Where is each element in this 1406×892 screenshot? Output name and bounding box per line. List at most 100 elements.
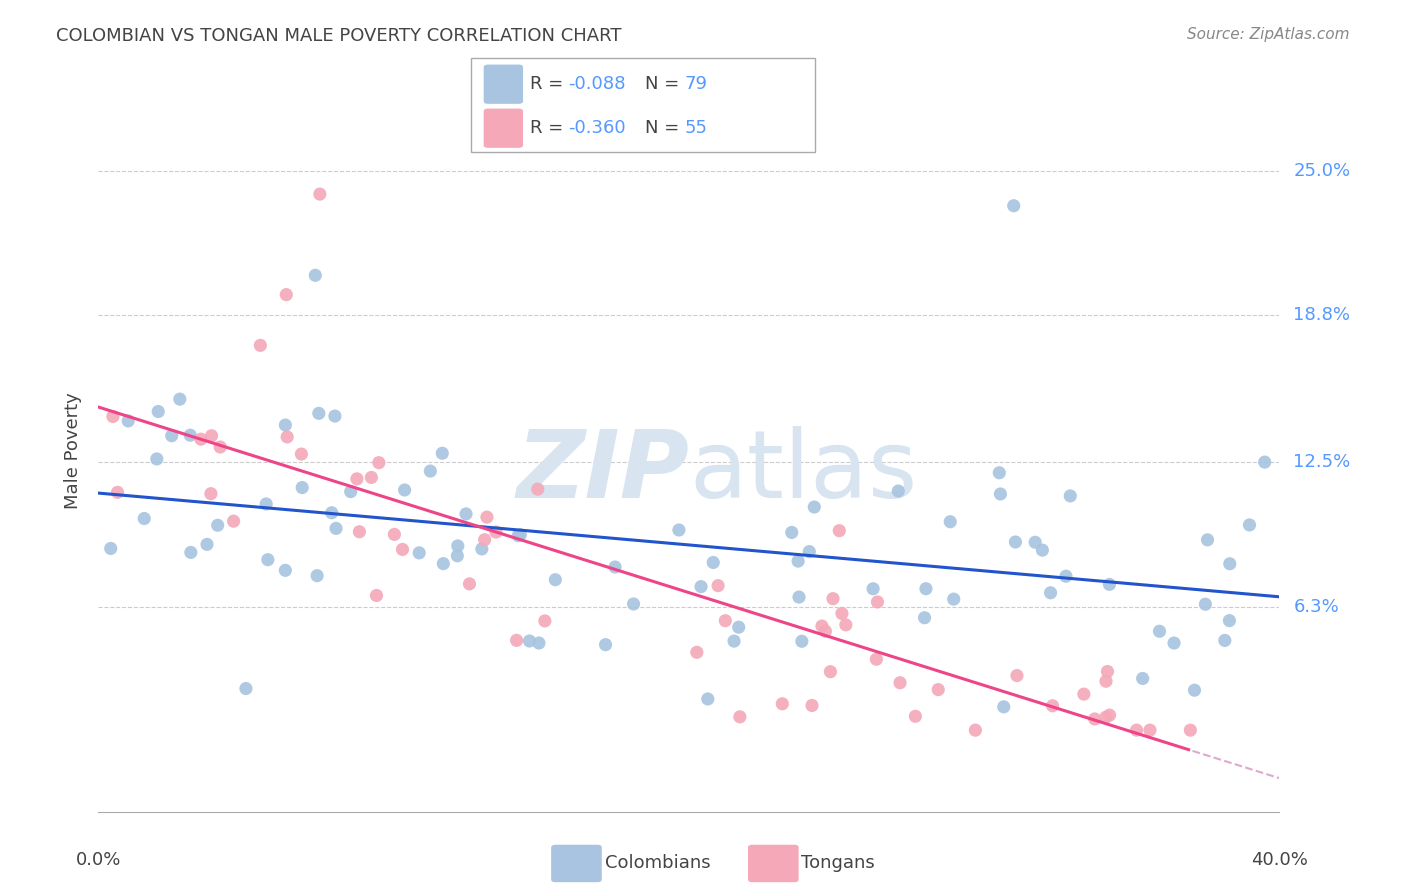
Point <box>471 541 494 556</box>
Point <box>1213 633 1236 648</box>
Point <box>325 521 347 535</box>
Point <box>207 518 229 533</box>
Point <box>603 560 626 574</box>
Point <box>811 619 834 633</box>
Point <box>993 699 1015 714</box>
Point <box>366 589 388 603</box>
Point <box>474 533 496 547</box>
Point <box>790 634 813 648</box>
Point <box>195 537 218 551</box>
Point <box>447 539 470 553</box>
Point <box>419 464 441 478</box>
Point <box>1219 557 1241 571</box>
Point <box>190 432 212 446</box>
Point <box>727 620 749 634</box>
Point <box>276 430 298 444</box>
Text: R =: R = <box>530 75 569 93</box>
Point <box>714 614 737 628</box>
Text: COLOMBIAN VS TONGAN MALE POVERTY CORRELATION CHART: COLOMBIAN VS TONGAN MALE POVERTY CORRELA… <box>56 27 621 45</box>
Point <box>1239 517 1261 532</box>
Point <box>1039 586 1062 600</box>
Text: R =: R = <box>530 120 569 137</box>
Point <box>696 692 718 706</box>
Point <box>276 287 298 301</box>
Point <box>323 409 346 423</box>
Point <box>257 552 280 566</box>
Point <box>865 652 887 666</box>
Point <box>209 440 232 454</box>
Point <box>134 511 156 525</box>
Point <box>866 595 889 609</box>
Text: 6.3%: 6.3% <box>1294 598 1339 615</box>
Point <box>360 470 382 484</box>
Point <box>200 429 222 443</box>
Point <box>1194 597 1216 611</box>
Point <box>274 418 297 433</box>
Text: -0.088: -0.088 <box>568 75 626 93</box>
Point <box>180 545 202 559</box>
Point <box>1095 674 1118 689</box>
Point <box>1218 614 1240 628</box>
Point <box>862 582 884 596</box>
Point <box>820 665 842 679</box>
Text: -0.360: -0.360 <box>568 120 626 137</box>
Point <box>595 638 617 652</box>
Point <box>1004 535 1026 549</box>
Point <box>690 580 713 594</box>
Text: 79: 79 <box>685 75 707 93</box>
Point <box>408 546 430 560</box>
Point <box>723 634 745 648</box>
Point <box>101 409 124 424</box>
Point <box>1031 543 1053 558</box>
Text: N =: N = <box>645 120 685 137</box>
Point <box>249 338 271 352</box>
Point <box>787 554 810 568</box>
Point <box>787 590 810 604</box>
Point <box>475 510 498 524</box>
Point <box>668 523 690 537</box>
Point <box>458 577 481 591</box>
Point <box>990 487 1012 501</box>
Point <box>349 524 371 539</box>
Point <box>290 447 312 461</box>
Point <box>831 607 853 621</box>
Point <box>222 514 245 528</box>
Point <box>391 542 413 557</box>
Point <box>707 579 730 593</box>
Point <box>527 636 550 650</box>
Point <box>821 591 844 606</box>
Point <box>1073 687 1095 701</box>
Point <box>1059 489 1081 503</box>
Point <box>1002 199 1025 213</box>
Point <box>254 497 277 511</box>
Point <box>509 527 531 541</box>
Point <box>534 614 557 628</box>
Text: ZIP: ZIP <box>516 426 689 518</box>
Point <box>508 529 530 543</box>
Point <box>291 481 314 495</box>
Point <box>179 428 201 442</box>
Point <box>339 484 361 499</box>
Point <box>889 675 911 690</box>
Point <box>148 404 170 418</box>
Point <box>686 645 709 659</box>
Point <box>1024 535 1046 549</box>
Point <box>117 414 139 428</box>
Point <box>544 573 567 587</box>
Text: 0.0%: 0.0% <box>76 851 121 869</box>
Point <box>1084 712 1107 726</box>
Text: Source: ZipAtlas.com: Source: ZipAtlas.com <box>1187 27 1350 42</box>
Text: N =: N = <box>645 75 685 93</box>
Point <box>965 723 987 738</box>
Point <box>384 527 406 541</box>
Point <box>1098 708 1121 723</box>
Point <box>988 466 1011 480</box>
Point <box>321 506 343 520</box>
Point <box>780 525 803 540</box>
Point <box>346 472 368 486</box>
Point <box>799 544 821 558</box>
Point <box>519 634 541 648</box>
Point <box>702 556 724 570</box>
Point <box>304 268 326 283</box>
Point <box>274 563 297 577</box>
